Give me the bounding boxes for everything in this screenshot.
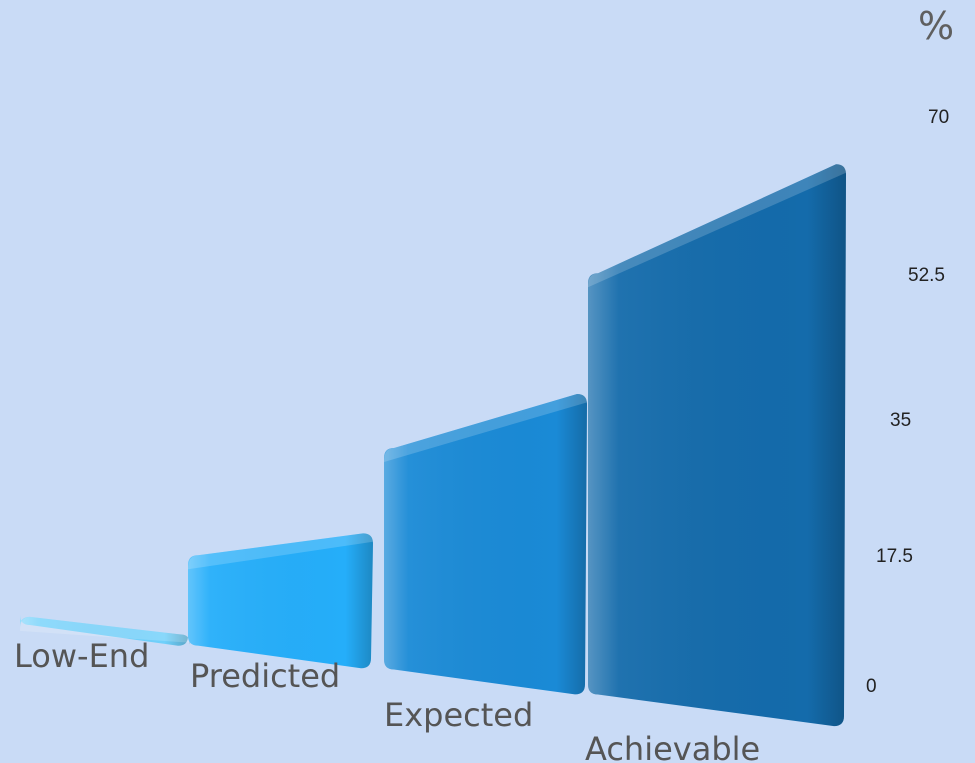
- category-label-predicted: Predicted: [190, 657, 340, 695]
- bar-shading: [588, 164, 846, 727]
- bar-top-cap: [588, 164, 846, 288]
- y-axis-ticks: 0 17.5 35 52.5 70: [866, 107, 949, 697]
- y-tick-label: 35: [890, 410, 911, 431]
- bar-top-cap: [384, 393, 587, 462]
- bar-achievable: [588, 164, 846, 727]
- bar-predicted: [188, 533, 373, 669]
- bar-low-end: [20, 615, 190, 646]
- category-label-low-end: Low-End: [14, 637, 149, 675]
- y-tick-label: 70: [928, 107, 949, 128]
- y-tick-label: 0: [866, 676, 877, 697]
- y-axis-unit-label: %: [918, 4, 955, 48]
- bar-shading: [188, 533, 373, 669]
- category-label-achievable: Achievable: [585, 730, 760, 763]
- bar-shading: [384, 393, 587, 695]
- y-tick-label: 52.5: [908, 265, 945, 286]
- bars-group: [20, 164, 846, 727]
- bar-shading: [20, 615, 190, 646]
- category-labels: Low-End Predicted Expected Achievable: [14, 637, 760, 763]
- bar-top-cap: [188, 533, 373, 570]
- bar-top-cap: [20, 616, 190, 643]
- y-tick-label: 17.5: [876, 546, 913, 567]
- bar-expected: [384, 393, 587, 695]
- category-label-expected: Expected: [384, 696, 533, 734]
